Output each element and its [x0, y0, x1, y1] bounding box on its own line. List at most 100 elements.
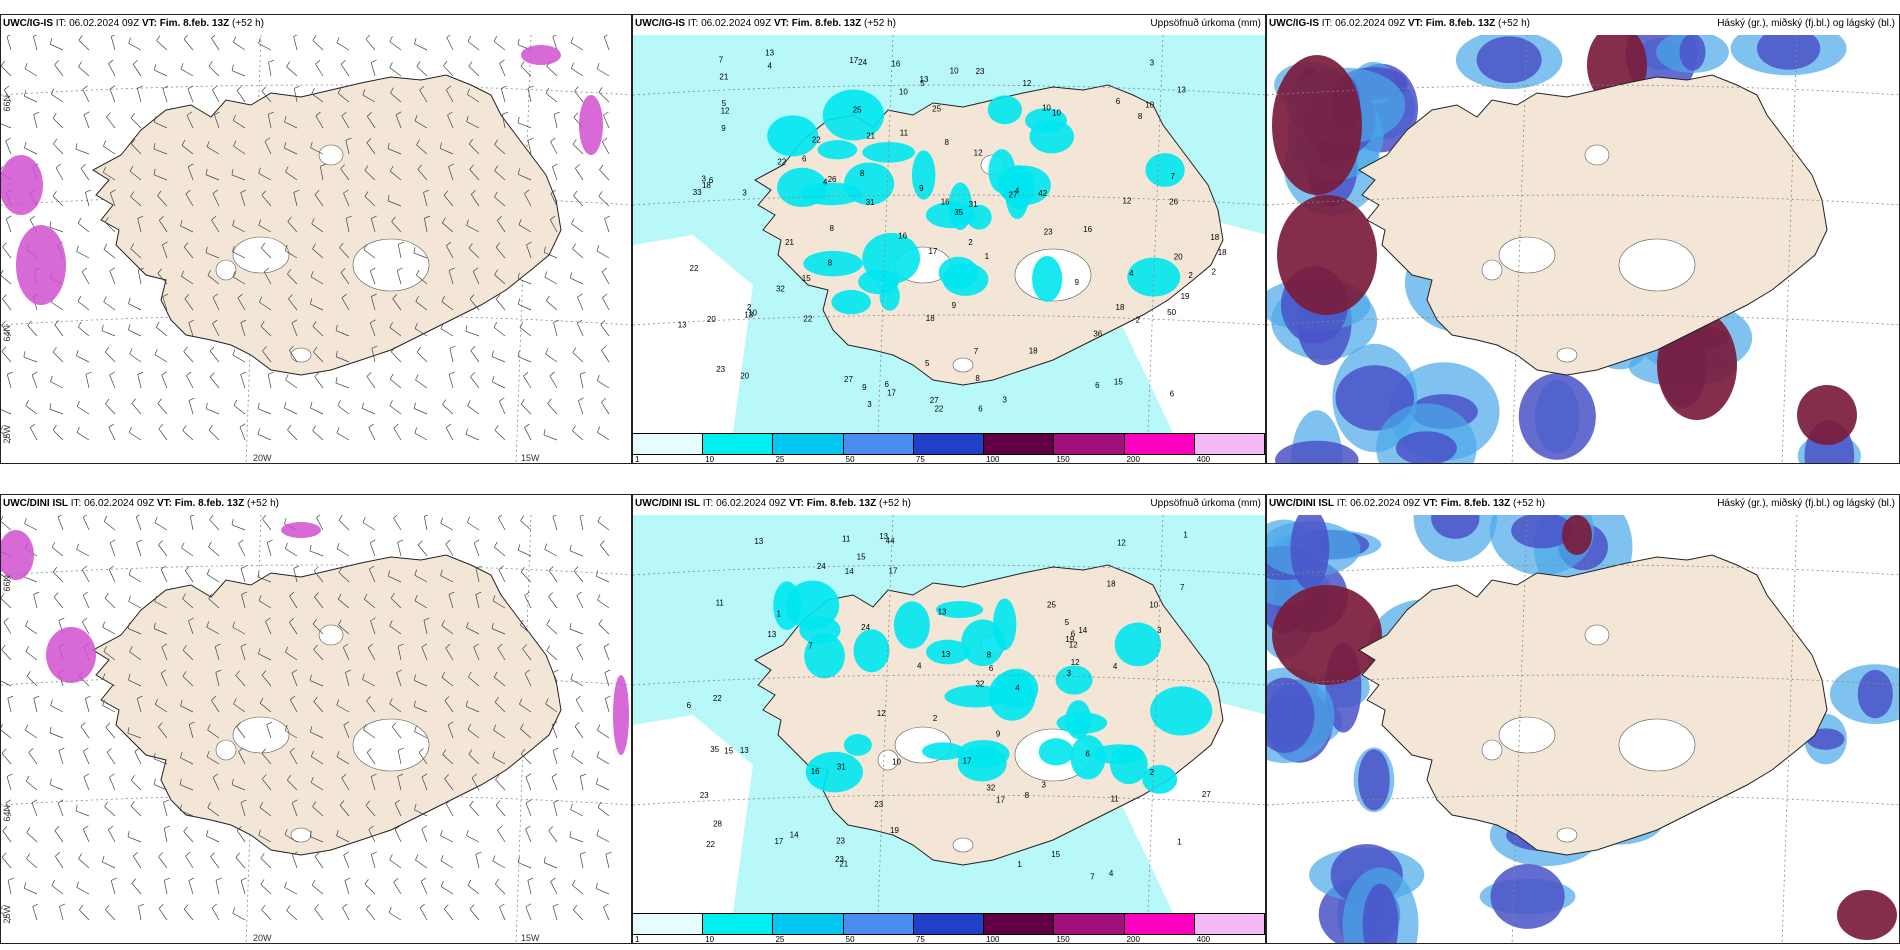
precip-value: 15: [1114, 377, 1123, 386]
precip-value: 17: [996, 796, 1005, 805]
wind-map: [1, 35, 631, 463]
precip-value: 23: [835, 855, 844, 864]
colorbar-label: 75: [915, 935, 925, 944]
precip-value: 10: [899, 87, 908, 96]
precip-value: 10: [1145, 100, 1154, 109]
precip-value: 4: [1129, 269, 1134, 278]
precip-value: 10: [950, 67, 959, 76]
precip-value: 19: [1181, 292, 1190, 301]
precip-value: 10: [1042, 103, 1051, 112]
precip-blobs: [773, 580, 1213, 794]
precip-value: 11: [900, 128, 909, 137]
precip-value: 50: [1167, 308, 1176, 317]
precip-value: 6: [1071, 629, 1076, 638]
colorbar-swatch: [703, 914, 774, 934]
wind-barbs: [1, 35, 610, 441]
precip-value: 6: [802, 155, 807, 164]
precip-value: 5: [925, 359, 930, 368]
precip-value: 7: [1170, 172, 1175, 181]
panel-subtitle: Uppsöfnuð úrkoma (mm): [1150, 18, 1261, 29]
precip-value: 8: [828, 259, 833, 268]
colorbar-swatch: [843, 914, 914, 934]
precip-value: 13: [678, 320, 687, 329]
panel-title: UWC/IG-IS IT: 06.02.2024 09Z VT: Fim. 8.…: [3, 18, 264, 29]
precip-value: 6: [885, 380, 890, 389]
colorbar-swatch: [773, 434, 844, 454]
precip-value: 13: [879, 532, 888, 541]
precip-value: 42: [1038, 189, 1047, 198]
precip-value: 6: [989, 664, 994, 673]
panel-cloud-igis: UWC/IG-IS IT: 06.02.2024 09Z VT: Fim. 8.…: [1266, 14, 1900, 464]
precip-value: 18: [702, 181, 711, 190]
precip-value: 8: [830, 224, 835, 233]
colorbar-label: 150: [1056, 455, 1070, 464]
precip-value: 21: [785, 238, 794, 247]
snow-patches: [1, 45, 603, 305]
panel-title: UWC/DINI ISL IT: 06.02.2024 09Z VT: Fim.…: [635, 498, 911, 509]
precip-value-labels: 3446656741312172187932312335251813192315…: [687, 531, 1212, 882]
colorbar-label: 50: [845, 455, 855, 464]
colorbar-label: 1: [635, 455, 640, 464]
precip-value: 31: [866, 198, 875, 207]
precip-value: 6: [1095, 381, 1100, 390]
precip-value: 3: [1157, 626, 1162, 635]
precip-value: 8: [860, 169, 865, 178]
precip-value: 13: [920, 75, 929, 84]
precip-value: 12: [1071, 658, 1080, 667]
precip-value: 25: [853, 105, 862, 114]
graticule: [1267, 35, 1899, 463]
precip-value: 31: [837, 763, 846, 772]
precip-value: 17: [774, 837, 783, 846]
panel-title: UWC/DINI ISL IT: 06.02.2024 09Z VT: Fim.…: [1269, 498, 1545, 509]
colorbar-label: 200: [1126, 455, 1140, 464]
precip-value: 22: [777, 157, 786, 166]
precip-value: 27: [1202, 790, 1211, 799]
precip-value: 17: [887, 389, 896, 398]
precip-value: 12: [877, 709, 886, 718]
lon-label-15w: 15W: [521, 453, 540, 463]
precip-value: 27: [1009, 190, 1018, 199]
precip-value: 7: [1090, 873, 1095, 882]
colorbar-swatch: [913, 434, 985, 454]
precip-value: 7: [1180, 583, 1185, 592]
precip-value: 15: [857, 553, 866, 562]
precip-value: 3: [1002, 395, 1007, 404]
precip-value: 23: [716, 365, 725, 374]
precip-value: 1: [985, 252, 990, 261]
precip-value: 11: [716, 598, 725, 607]
precip-value: 27: [844, 375, 853, 384]
precip-value: 18: [926, 314, 935, 323]
precip-value: 9: [1074, 278, 1079, 287]
precip-value: 9: [952, 301, 957, 310]
precip-value: 10: [1149, 600, 1158, 609]
precip-value: 6: [687, 701, 692, 710]
precip-value: 1: [1183, 531, 1188, 540]
precip-value: 6: [978, 404, 983, 413]
precip-value: 23: [700, 791, 709, 800]
precip-value: 7: [719, 56, 724, 65]
precip-value: 18: [1116, 303, 1125, 312]
precip-value: 12: [1022, 79, 1031, 88]
precip-value: 16: [811, 767, 820, 776]
precip-value: 3: [1041, 781, 1046, 790]
colorbar-label: 150: [1056, 935, 1070, 944]
precip-value: 17: [963, 757, 972, 766]
colorbar-swatch: [1194, 914, 1265, 934]
colorbar-swatch: [1124, 434, 1195, 454]
panel-precip-igis: UWC/IG-IS IT: 06.02.2024 09Z VT: Fim. 8.…: [632, 14, 1266, 464]
precip-value: 9: [996, 730, 1001, 739]
precip-value: 15: [724, 746, 733, 755]
wind-barbs: [1, 515, 612, 921]
lon-label-15w: 15W: [521, 933, 540, 943]
precip-value: 24: [817, 562, 826, 571]
precip-value: 22: [803, 314, 812, 323]
precip-value: 6: [1170, 389, 1175, 398]
precip-value-labels: 4771010866613121016131899423212222983120…: [678, 48, 1227, 413]
precip-value: 6: [1085, 749, 1090, 758]
precip-value: 22: [812, 136, 821, 145]
colorbar-label: 50: [845, 935, 855, 944]
panel-precip-dini: UWC/DINI ISL IT: 06.02.2024 09Z VT: Fim.…: [632, 494, 1266, 944]
precip-value: 12: [1117, 538, 1126, 547]
precip-value: 2: [1136, 316, 1141, 325]
precip-value: 6: [1116, 97, 1121, 106]
